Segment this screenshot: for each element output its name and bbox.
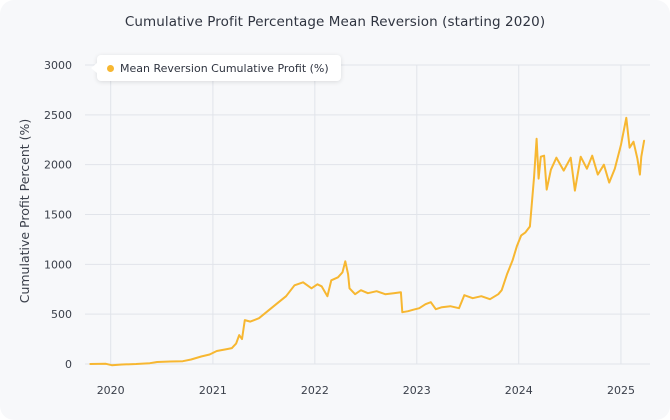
x-tick-label: 2021 bbox=[199, 384, 227, 397]
y-tick-label: 2500 bbox=[44, 109, 72, 122]
y-tick-label: 500 bbox=[51, 308, 72, 321]
x-tick-label: 2020 bbox=[97, 384, 125, 397]
legend-label: Mean Reversion Cumulative Profit (%) bbox=[120, 61, 329, 75]
y-tick-label: 1500 bbox=[44, 209, 72, 222]
y-tick-label: 3000 bbox=[44, 59, 72, 72]
y-tick-label: 0 bbox=[65, 358, 72, 371]
series-layer bbox=[89, 116, 646, 367]
grid-lines bbox=[85, 64, 650, 365]
x-tick-label: 2024 bbox=[505, 384, 533, 397]
chart-title: Cumulative Profit Percentage Mean Revers… bbox=[124, 14, 546, 30]
legend[interactable]: Mean Reversion Cumulative Profit (%) bbox=[91, 55, 341, 81]
x-tick-label: 2022 bbox=[301, 384, 329, 397]
x-tick-label: 2023 bbox=[403, 384, 431, 397]
y-tick-label: 2000 bbox=[44, 159, 72, 172]
x-tick-label: 2025 bbox=[607, 384, 635, 397]
y-axis-label: Cumulative Profit Percent (%) bbox=[17, 119, 32, 304]
series-line[interactable] bbox=[89, 116, 646, 367]
axis-ticks: 0 500 1000 1500 2000 2500 3000 2020 2021 2022 2023… bbox=[44, 59, 635, 397]
y-tick-label: 1000 bbox=[44, 258, 72, 271]
legend-swatch bbox=[107, 64, 114, 72]
